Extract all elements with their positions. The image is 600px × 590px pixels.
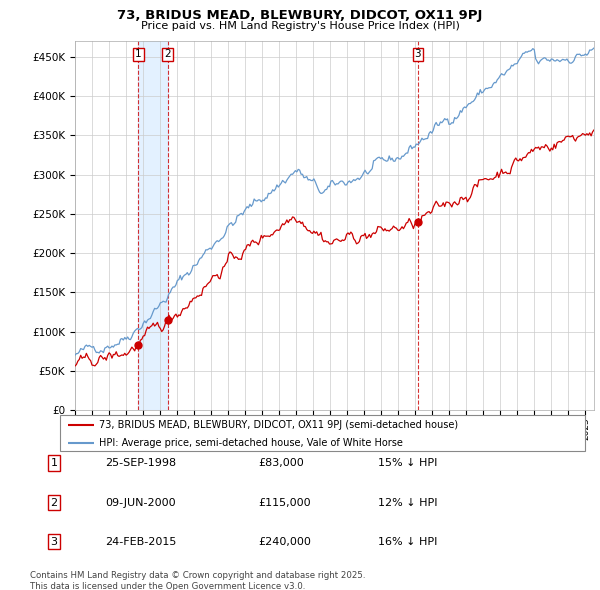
Text: 16% ↓ HPI: 16% ↓ HPI xyxy=(378,537,437,546)
Text: 1: 1 xyxy=(135,50,142,60)
Text: 12% ↓ HPI: 12% ↓ HPI xyxy=(378,498,437,507)
Text: Contains HM Land Registry data © Crown copyright and database right 2025.
This d: Contains HM Land Registry data © Crown c… xyxy=(30,571,365,590)
Text: 2: 2 xyxy=(164,50,171,60)
Text: 25-SEP-1998: 25-SEP-1998 xyxy=(105,458,176,468)
Text: 24-FEB-2015: 24-FEB-2015 xyxy=(105,537,176,546)
Text: HPI: Average price, semi-detached house, Vale of White Horse: HPI: Average price, semi-detached house,… xyxy=(100,438,403,448)
Text: £115,000: £115,000 xyxy=(258,498,311,507)
Text: 73, BRIDUS MEAD, BLEWBURY, DIDCOT, OX11 9PJ (semi-detached house): 73, BRIDUS MEAD, BLEWBURY, DIDCOT, OX11 … xyxy=(100,420,458,430)
Text: 3: 3 xyxy=(415,50,421,60)
Text: 3: 3 xyxy=(50,537,58,546)
Text: Price paid vs. HM Land Registry's House Price Index (HPI): Price paid vs. HM Land Registry's House … xyxy=(140,21,460,31)
Text: 73, BRIDUS MEAD, BLEWBURY, DIDCOT, OX11 9PJ: 73, BRIDUS MEAD, BLEWBURY, DIDCOT, OX11 … xyxy=(118,9,482,22)
Text: 15% ↓ HPI: 15% ↓ HPI xyxy=(378,458,437,468)
Text: £240,000: £240,000 xyxy=(258,537,311,546)
Bar xyxy=(139,41,167,410)
Text: 2: 2 xyxy=(50,498,58,507)
Text: 1: 1 xyxy=(50,458,58,468)
Text: £83,000: £83,000 xyxy=(258,458,304,468)
Text: 09-JUN-2000: 09-JUN-2000 xyxy=(105,498,176,507)
